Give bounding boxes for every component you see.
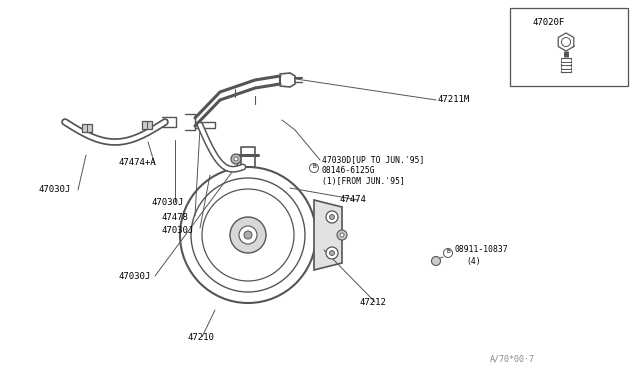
- Circle shape: [234, 157, 238, 161]
- Circle shape: [326, 247, 338, 259]
- Text: 47020F: 47020F: [533, 18, 565, 27]
- Bar: [510, 8, 628, 86]
- Polygon shape: [558, 33, 574, 51]
- Text: (4): (4): [466, 257, 481, 266]
- Circle shape: [239, 226, 257, 244]
- Text: 47478: 47478: [162, 213, 189, 222]
- Text: 47030J: 47030J: [152, 198, 184, 207]
- Text: 47210: 47210: [188, 333, 215, 342]
- Text: B: B: [446, 249, 450, 254]
- Text: 47211M: 47211M: [438, 95, 470, 104]
- Text: 47030D[UP TO JUN.'95]: 47030D[UP TO JUN.'95]: [322, 155, 424, 164]
- Text: A/70*00·7: A/70*00·7: [490, 355, 535, 364]
- Bar: [142, 121, 152, 129]
- Text: 08911-10837: 08911-10837: [455, 245, 509, 254]
- Circle shape: [330, 250, 335, 256]
- Text: B: B: [312, 164, 316, 169]
- Polygon shape: [314, 200, 342, 270]
- Text: 47212: 47212: [360, 298, 387, 307]
- Text: 47474: 47474: [340, 195, 367, 204]
- Circle shape: [340, 233, 344, 237]
- Text: 47030J: 47030J: [38, 185, 70, 194]
- Circle shape: [244, 231, 252, 239]
- Bar: [82, 124, 92, 132]
- Circle shape: [230, 217, 266, 253]
- Circle shape: [337, 230, 347, 240]
- Circle shape: [431, 257, 440, 266]
- Circle shape: [231, 154, 241, 164]
- Text: 47030J: 47030J: [118, 272, 150, 281]
- Circle shape: [330, 215, 335, 219]
- Circle shape: [326, 211, 338, 223]
- Text: 47030J: 47030J: [162, 226, 195, 235]
- Text: 08146-6125G: 08146-6125G: [322, 166, 376, 175]
- Text: (1)[FROM JUN.'95]: (1)[FROM JUN.'95]: [322, 177, 405, 186]
- Text: 47474+A: 47474+A: [118, 158, 156, 167]
